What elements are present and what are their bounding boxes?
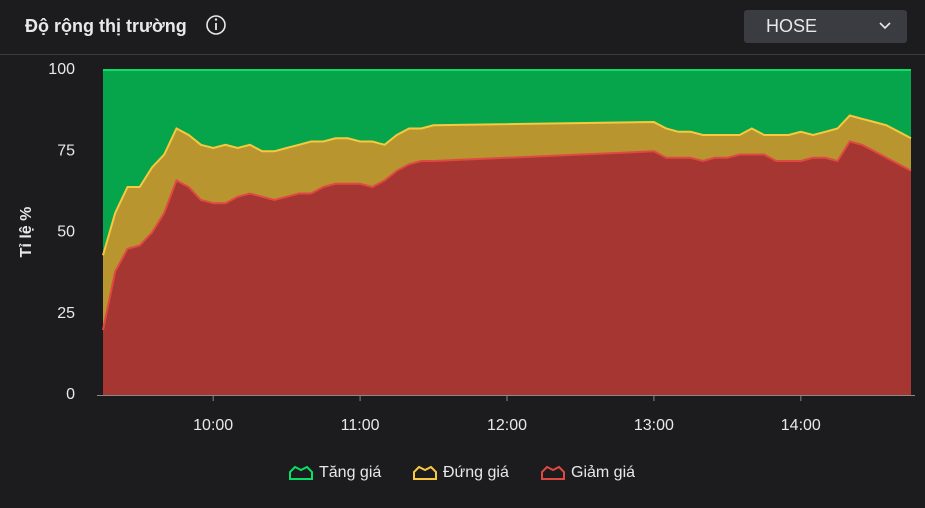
legend-label: Đứng giá bbox=[443, 464, 509, 481]
x-tick-label: 12:00 bbox=[487, 417, 527, 434]
widget-title: Độ rộng thị trường bbox=[25, 16, 187, 36]
legend-icon bbox=[289, 465, 313, 480]
y-tick-label: 100 bbox=[48, 61, 75, 78]
legend-label: Giảm giá bbox=[571, 464, 635, 481]
legend-item: Tăng giá bbox=[289, 464, 381, 481]
area-edge bbox=[102, 140, 912, 331]
x-tick-label: 14:00 bbox=[781, 417, 821, 434]
x-tick-label: 11:00 bbox=[341, 417, 380, 434]
area-edge bbox=[102, 114, 912, 256]
dropdown-value: HOSE bbox=[766, 16, 817, 36]
area bbox=[103, 115, 911, 330]
market-dropdown[interactable]: HOSE bbox=[744, 10, 907, 43]
y-tick-label: 25 bbox=[57, 305, 75, 322]
info-icon[interactable] bbox=[206, 15, 226, 35]
y-tick-label: 0 bbox=[66, 386, 75, 403]
x-tick-label: 10:00 bbox=[193, 417, 233, 434]
x-tick-label: 13:00 bbox=[634, 417, 674, 434]
y-axis-label: Tỉ lệ % bbox=[18, 207, 35, 258]
legend-icon bbox=[541, 465, 565, 480]
legend-icon bbox=[413, 465, 437, 480]
area bbox=[103, 70, 911, 256]
legend-item: Đứng giá bbox=[413, 464, 509, 481]
area bbox=[103, 141, 911, 395]
legend-label: Tăng giá bbox=[319, 464, 381, 481]
y-tick-label: 50 bbox=[57, 224, 75, 241]
legend-item: Giảm giá bbox=[541, 464, 635, 481]
y-tick-label: 75 bbox=[57, 142, 75, 159]
